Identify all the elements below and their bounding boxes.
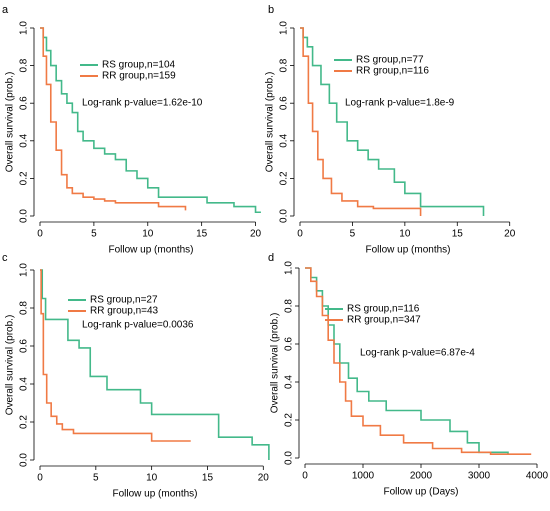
- x-tick-label: 10: [146, 473, 158, 484]
- legend-label: RR group,n=347: [347, 315, 421, 326]
- x-tick-label: 20: [504, 229, 516, 240]
- y-tick-label: 0.0: [284, 451, 295, 465]
- x-tick-label: 5: [93, 473, 99, 484]
- y-tick-label: 0.2: [284, 413, 295, 427]
- y-tick-label: 0.4: [19, 133, 30, 147]
- y-axis-title: Overall survival (prob.): [265, 72, 276, 173]
- x-tick-label: 10: [399, 229, 411, 240]
- x-tick-label: 0: [302, 471, 308, 482]
- y-tick-label: 0.2: [19, 415, 30, 429]
- x-tick-label: 1000: [352, 471, 375, 482]
- y-tick-label: 0.4: [279, 133, 290, 147]
- x-tick-label: 5: [91, 229, 97, 240]
- annotation: Log-rank p-value=6.87e-4: [360, 348, 475, 359]
- panel-label: c: [2, 252, 8, 264]
- annotation: Log-rank p-value=1.8e-9: [345, 98, 455, 109]
- survival-curve: [305, 267, 509, 455]
- survival-curve: [300, 27, 422, 216]
- legend-label: RR group,n=43: [90, 306, 159, 317]
- survival-curve: [40, 27, 187, 211]
- survival-curve: [40, 27, 261, 214]
- y-tick-label: 0.4: [284, 375, 295, 389]
- annotation: Log-rank p-value=0.0036: [82, 320, 194, 331]
- x-axis-title: Follow up (months): [112, 489, 197, 500]
- x-axis-title: Follow up (Days): [383, 487, 458, 498]
- y-tick-label: 0.4: [19, 377, 30, 391]
- y-tick-label: 0.0: [19, 453, 30, 467]
- y-tick-label: 0.8: [284, 299, 295, 313]
- y-tick-label: 0.0: [279, 209, 290, 223]
- x-tick-label: 15: [452, 229, 464, 240]
- legend-label: RS group,n=27: [90, 295, 158, 306]
- y-tick-label: 0.2: [279, 171, 290, 185]
- x-tick-label: 0: [37, 473, 43, 484]
- y-axis-title: Overall survival (prob.): [5, 315, 16, 416]
- x-tick-label: 0: [297, 229, 303, 240]
- y-axis-title: Overall survival (prob.): [5, 72, 16, 173]
- survival-curve: [300, 27, 485, 216]
- y-axis-title: Overall survival (prob.): [270, 313, 281, 414]
- x-axis-title: Follow up (months): [108, 245, 193, 256]
- x-tick-label: 2000: [410, 471, 433, 482]
- x-axis-title: Follow up (months): [365, 245, 450, 256]
- annotation: Log-rank p-value=1.62e-10: [82, 98, 203, 109]
- y-tick-label: 0.8: [19, 58, 30, 72]
- legend-label: RS group,n=116: [347, 304, 420, 315]
- y-tick-label: 0.6: [279, 96, 290, 110]
- x-tick-label: 20: [250, 229, 262, 240]
- y-tick-label: 1.0: [19, 263, 30, 277]
- y-tick-label: 0.2: [19, 171, 30, 185]
- x-tick-label: 10: [142, 229, 154, 240]
- legend-label: RR group,n=159: [102, 71, 176, 82]
- panel-label: b: [268, 4, 274, 16]
- x-tick-label: 3000: [468, 471, 491, 482]
- legend-label: RS group,n=77: [356, 55, 424, 66]
- survival-curve: [40, 269, 270, 460]
- x-tick-label: 4000: [526, 471, 549, 482]
- y-tick-label: 0.8: [279, 58, 290, 72]
- x-tick-label: 0: [37, 229, 43, 240]
- x-tick-label: 15: [202, 473, 214, 484]
- y-tick-label: 0.8: [19, 301, 30, 315]
- x-tick-label: 5: [350, 229, 356, 240]
- survival-curve: [40, 269, 191, 442]
- y-tick-label: 0.6: [19, 96, 30, 110]
- y-tick-label: 1.0: [19, 21, 30, 35]
- survival-curve: [305, 267, 532, 455]
- y-tick-label: 0.6: [284, 337, 295, 351]
- y-tick-label: 0.6: [19, 339, 30, 353]
- x-tick-label: 20: [258, 473, 270, 484]
- panel-label: d: [268, 252, 274, 264]
- legend-label: RR group,n=116: [356, 66, 429, 77]
- legend-label: RS group,n=104: [102, 60, 176, 71]
- x-tick-label: 15: [196, 229, 208, 240]
- y-tick-label: 1.0: [279, 21, 290, 35]
- panel-label: a: [2, 4, 9, 16]
- y-tick-label: 1.0: [284, 261, 295, 275]
- y-tick-label: 0.0: [19, 209, 30, 223]
